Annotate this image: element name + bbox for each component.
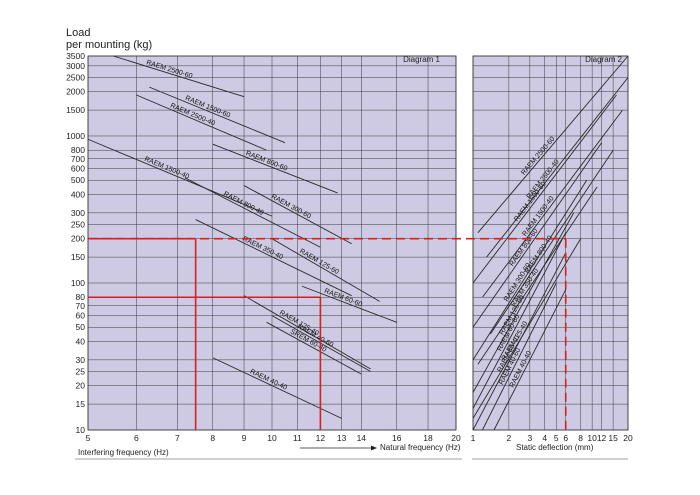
diagram1-x-tick-label: 14 xyxy=(357,433,367,443)
diagram1-x-tick-label: 7 xyxy=(175,433,180,443)
diagram1-series-line xyxy=(149,86,286,144)
y-tick-label: 80 xyxy=(76,292,86,302)
y-tick-label: 60 xyxy=(76,311,86,321)
grid xyxy=(87,55,629,431)
diagram2-x-tick-label: 6 xyxy=(563,433,568,443)
diagram1-series-line xyxy=(243,295,371,370)
diagram1-series-line xyxy=(301,285,397,323)
diagram2-series-line xyxy=(472,252,567,431)
y-tick-label: 40 xyxy=(76,336,86,346)
diagram1-x-tick-label: 10 xyxy=(267,433,277,443)
diagram2-x-tick-label: 12 xyxy=(597,433,607,443)
y-tick-label: 150 xyxy=(71,252,85,262)
y-tick-label: 200 xyxy=(71,234,85,244)
y-tick-label: 1500 xyxy=(66,105,85,115)
diagram2-series-line xyxy=(482,282,557,431)
y-tick-label: 10 xyxy=(76,425,86,435)
static-deflection-label: Static deflection (mm) xyxy=(516,443,594,452)
diagram1-x-tick-labels: 5 6 7 8 9 10 11 12 13 14 16 18 20 xyxy=(86,433,461,443)
diagram2-series-line xyxy=(472,179,588,361)
diagram2-x-tick-label: 3 xyxy=(527,433,532,443)
diagram2-series-line xyxy=(472,94,617,284)
diagram2-x-tick-label: 2 xyxy=(506,433,511,443)
y-tick-label: 600 xyxy=(71,164,85,174)
y-tick-label: 20 xyxy=(76,381,86,391)
diagram1-series-line xyxy=(136,94,267,151)
diagram2-series-line xyxy=(472,238,581,419)
y-tick-label: 2000 xyxy=(66,87,85,97)
diagram1-series-line xyxy=(266,321,362,375)
diagram1-title: Diagram 1 xyxy=(403,55,440,64)
diagram1-x-tick-label: 8 xyxy=(210,433,215,443)
diagram2-series-line xyxy=(493,289,567,431)
diagram2-x-tick-label: 4 xyxy=(542,433,547,443)
y-tick-label: 70 xyxy=(76,301,86,311)
diagram2-series-line xyxy=(477,186,598,365)
y-tick-label: 300 xyxy=(71,208,85,218)
diagram2-title: Diagram 2 xyxy=(585,55,622,64)
diagram2-series-line xyxy=(477,55,629,233)
y-tick-label: 250 xyxy=(71,219,85,229)
y-tick-label: 100 xyxy=(71,278,85,288)
diagram1-x-tick-label: 11 xyxy=(293,433,302,443)
y-tick-label: 400 xyxy=(71,189,85,199)
y-tick-label: 3500 xyxy=(66,51,85,61)
diagram2-series-line xyxy=(486,77,629,258)
diagram1-x-tick-label: 13 xyxy=(337,433,347,443)
diagram1-series-line xyxy=(212,143,338,194)
interfering-frequency-label: Interfering frequency (Hz) xyxy=(78,448,169,457)
diagram1-x-tick-label: 5 xyxy=(86,433,91,443)
y-tick-label: 800 xyxy=(71,145,85,155)
diagram1-x-tick-label: 6 xyxy=(134,433,139,443)
y-tick-label: 25 xyxy=(76,366,86,376)
y-tick-label: 50 xyxy=(76,322,86,332)
diagram1-series-line xyxy=(87,138,273,217)
natural-frequency-label: Natural frequency (Hz) xyxy=(380,443,461,452)
y-tick-label: 3000 xyxy=(66,61,85,71)
red-guide-lines xyxy=(88,237,567,430)
diagram1-series-line xyxy=(271,238,380,302)
y-axis-title-line1: Load xyxy=(66,27,90,39)
diagram1-series-line xyxy=(184,177,321,248)
diagram2-series-line xyxy=(472,212,575,393)
diagram1-x-tick-label: 12 xyxy=(316,433,326,443)
diagram2-x-tick-label: 10 xyxy=(587,433,597,443)
diagram2-x-tick-labels: 1 2 3 4 5 6 8 10 12 15 20 xyxy=(471,433,633,443)
y-tick-label: 15 xyxy=(76,399,86,409)
natural-frequency-arrowhead xyxy=(371,445,377,451)
diagram1-x-tick-label: 9 xyxy=(242,433,247,443)
diagram2-series-line xyxy=(482,109,623,298)
diagram2-x-tick-label: 20 xyxy=(623,433,633,443)
diagram2-series-line xyxy=(472,232,567,409)
y-tick-label: 30 xyxy=(76,355,86,365)
diagram1-series-line xyxy=(195,219,352,297)
diagram2-x-tick-label: 5 xyxy=(554,433,559,443)
diagram1-x-tick-label: 16 xyxy=(392,433,402,443)
diagram2-plot-area xyxy=(472,55,629,431)
diagram1-series-line xyxy=(113,55,245,98)
diagram1-x-tick-label: 18 xyxy=(423,433,433,443)
diagram2-x-tick-label: 1 xyxy=(471,433,476,443)
diagram2-x-tick-label: 15 xyxy=(608,433,618,443)
y-tick-label: 500 xyxy=(71,175,85,185)
diagram1-x-tick-label: 20 xyxy=(451,433,461,443)
y-tick-label: 700 xyxy=(71,154,85,164)
diagram2-x-tick-label: 8 xyxy=(578,433,583,443)
diagram2-series-line xyxy=(490,149,614,335)
diagram1-series-line xyxy=(271,315,371,372)
y-tick-label: 2500 xyxy=(66,72,85,82)
diagram1-series-line xyxy=(243,185,352,245)
diagram2-series-line xyxy=(472,142,602,328)
y-axis-title-line2: per mounting (kg) xyxy=(66,39,152,51)
y-tick-label: 1000 xyxy=(66,131,85,141)
